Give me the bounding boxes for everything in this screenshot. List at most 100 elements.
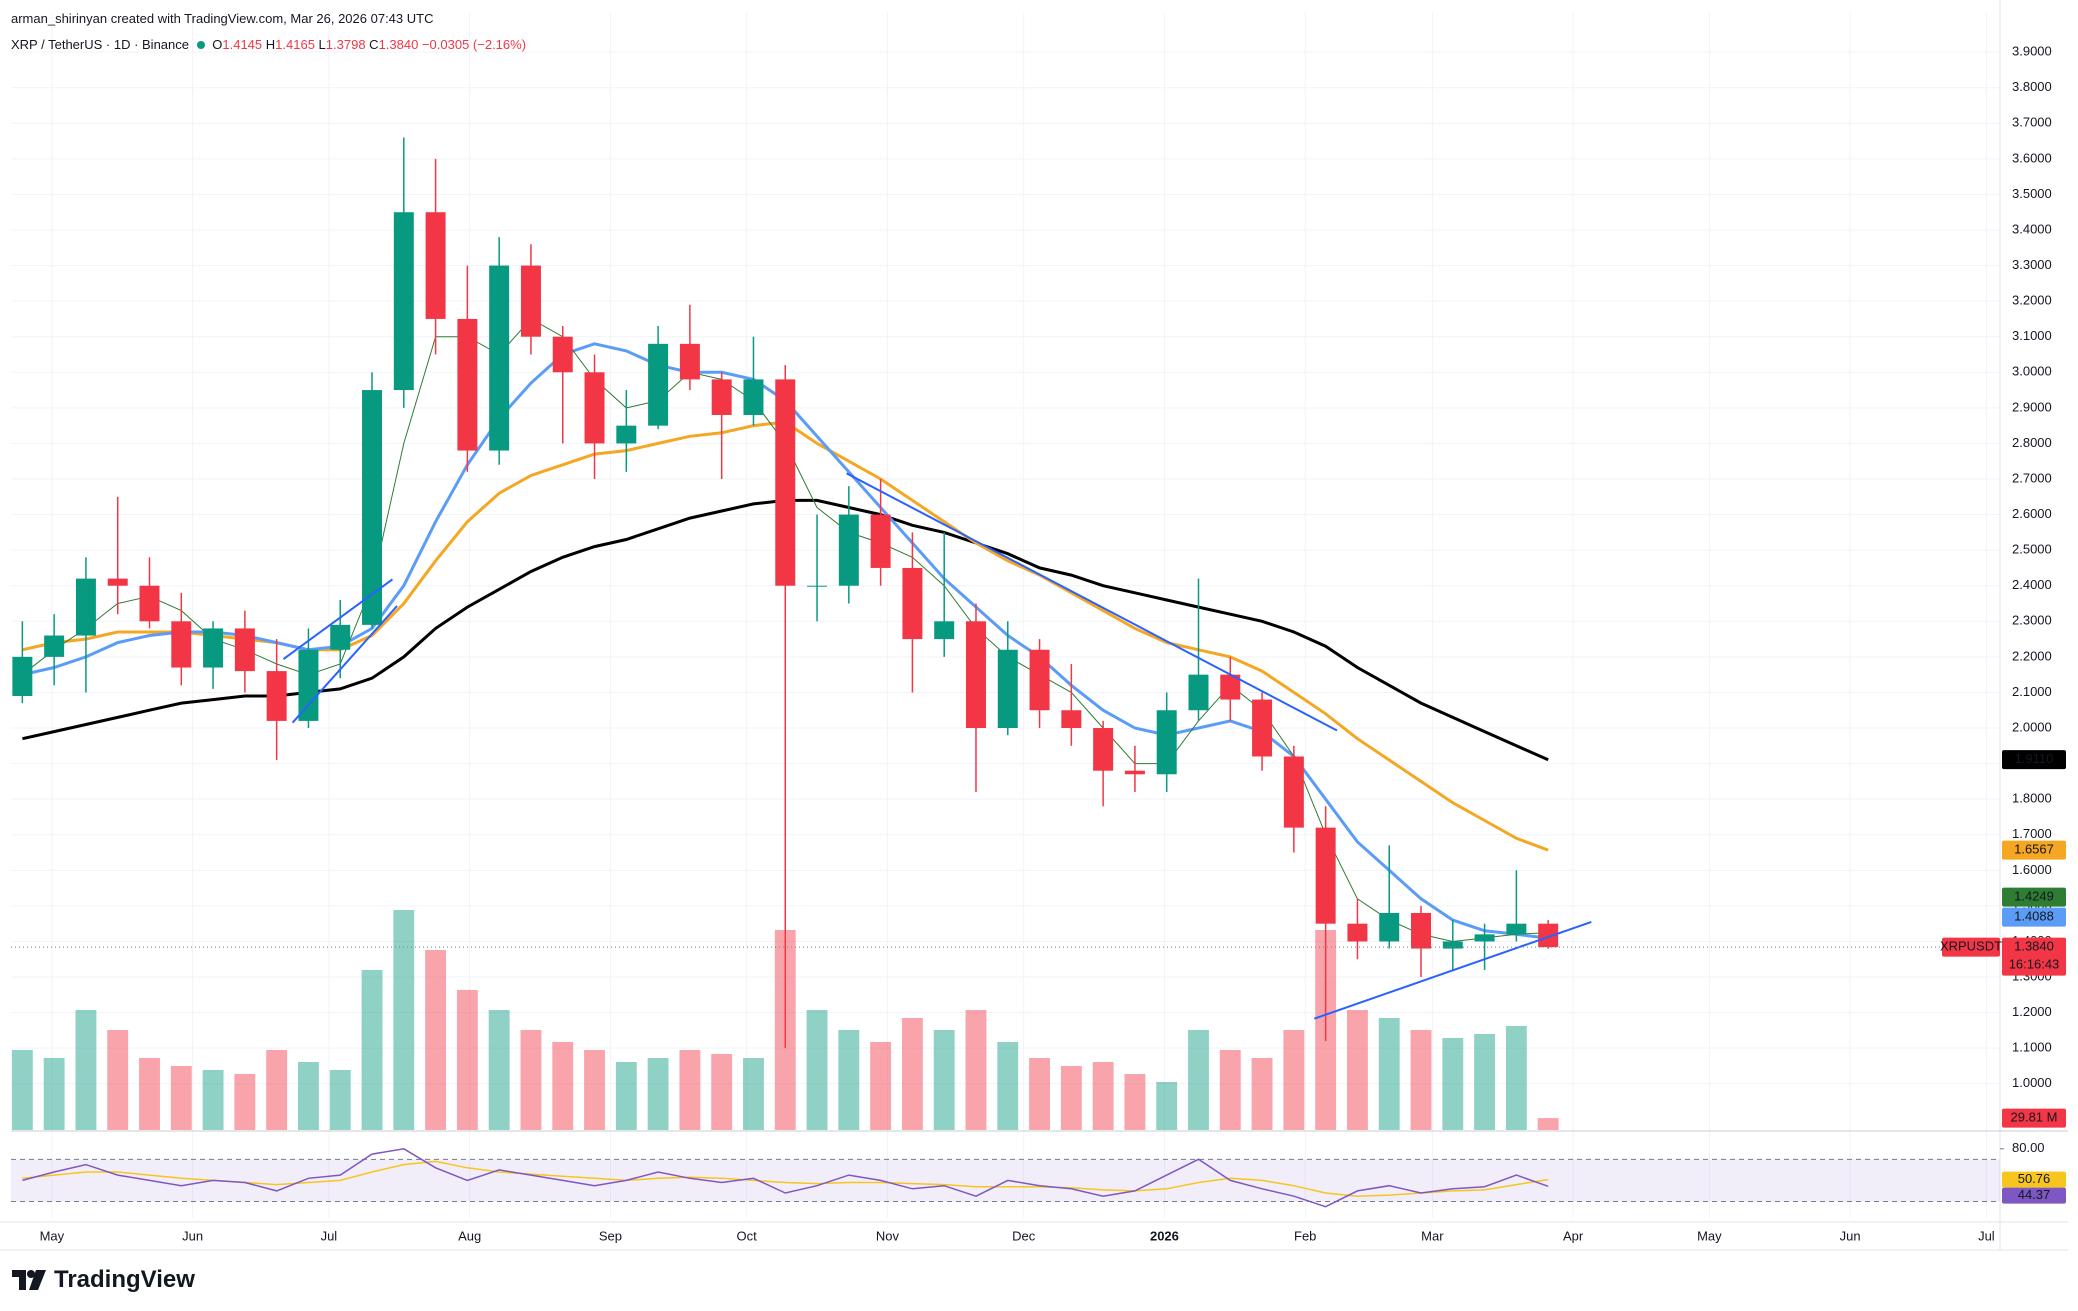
trend-line xyxy=(846,472,1338,732)
y-tick-label: 2.9000 xyxy=(2012,399,2052,414)
y-tick-label: 3.2000 xyxy=(2012,293,2052,308)
x-tick-label: Mar xyxy=(1421,1228,1444,1243)
volume-bar xyxy=(1092,1062,1114,1130)
volume-bar xyxy=(933,1030,955,1130)
candle-body xyxy=(298,649,319,721)
volume-bar xyxy=(584,1050,605,1130)
y-tick-label: 3.7000 xyxy=(2012,115,2052,130)
volume-bar xyxy=(711,1054,733,1130)
candle-body xyxy=(457,318,478,451)
candle-body xyxy=(520,265,541,337)
volume-bar xyxy=(43,1058,65,1130)
candle-body xyxy=(1061,710,1082,729)
volume-bar xyxy=(965,1010,987,1130)
y-tick-label: 2.2000 xyxy=(2012,648,2052,663)
candle-body xyxy=(902,567,923,640)
countdown: 16:16:43 xyxy=(2009,957,2060,972)
volume-bar xyxy=(1029,1058,1051,1130)
candle-body xyxy=(1156,710,1177,775)
price-label-box xyxy=(2002,750,2066,770)
candle-body xyxy=(1252,699,1273,757)
volume-bar xyxy=(997,1042,1019,1130)
volume-bar xyxy=(1537,1118,1559,1130)
y-tick-label: 2.4000 xyxy=(2012,577,2052,592)
y-tick-label: 3.0000 xyxy=(2012,364,2052,379)
volume-bar xyxy=(297,1062,319,1130)
status-dot xyxy=(196,41,205,49)
candle-body xyxy=(1220,674,1241,700)
x-tick-label: May xyxy=(40,1228,65,1243)
x-tick-label: Jun xyxy=(1840,1228,1861,1243)
candle-body xyxy=(44,635,65,657)
candle-body xyxy=(12,656,33,697)
volume-bar xyxy=(1156,1082,1178,1130)
x-tick-label: 2026 xyxy=(1150,1228,1179,1243)
volume-bar xyxy=(1251,1058,1273,1130)
candle-body xyxy=(1538,923,1559,948)
ohlc-l: 1.3798 xyxy=(325,37,366,52)
volume-bar xyxy=(202,1070,224,1130)
candle-body xyxy=(75,578,96,636)
brand[interactable]: TradingView xyxy=(12,1266,195,1294)
volume-bar xyxy=(743,1058,764,1130)
volume-bar xyxy=(615,1062,637,1130)
ohlc-o-key: O xyxy=(212,37,223,52)
volume-bar xyxy=(425,950,447,1130)
candle-body xyxy=(552,336,573,373)
ohlc-l-key: L xyxy=(318,37,326,52)
candle-body xyxy=(775,379,796,586)
candle-body xyxy=(362,390,383,625)
y-tick-label: 3.1000 xyxy=(2012,328,2052,343)
symbol-box xyxy=(1942,937,2000,957)
candle-body xyxy=(584,372,605,444)
ohlc-h: 1.4165 xyxy=(275,37,315,52)
volume-bar xyxy=(647,1058,669,1130)
volume-bar xyxy=(75,1010,97,1130)
candle-body xyxy=(997,649,1018,729)
ohlc-h-key: H xyxy=(265,37,276,52)
candle-body xyxy=(1029,649,1050,711)
header: arman_shirinyan created with TradingView… xyxy=(11,6,526,58)
y-tick-label: 3.8000 xyxy=(2012,79,2052,94)
volume-bar xyxy=(234,1074,256,1130)
volume-label-box xyxy=(2002,1108,2066,1128)
y-tick-label: 3.6000 xyxy=(2012,150,2052,165)
trend-line xyxy=(1313,920,1592,1020)
change: −0.0305 (−2.16%) xyxy=(421,37,527,52)
volume-bar xyxy=(456,990,478,1130)
trend-line xyxy=(291,605,398,724)
candle-body xyxy=(679,343,700,380)
volume-bar xyxy=(139,1058,160,1130)
x-tick-label: Jul xyxy=(1978,1228,1995,1243)
price-label-box xyxy=(2002,907,2066,927)
y-tick-label: 2.3000 xyxy=(2012,613,2052,628)
x-tick-label: Feb xyxy=(1294,1228,1316,1243)
brand-logo xyxy=(12,1270,46,1290)
candle-body xyxy=(838,514,859,586)
y-tick-label: 3.5000 xyxy=(2012,186,2052,201)
symbol-label: XRPUSDT xyxy=(1940,939,2002,954)
volume-bar xyxy=(329,1070,351,1130)
price-label: 1.4249 xyxy=(2014,889,2054,904)
candle-body xyxy=(1283,756,1304,828)
candle-body xyxy=(489,265,510,451)
y-tick-label: 3.9000 xyxy=(2012,44,2052,59)
price-label: 1.9110 xyxy=(2015,751,2054,766)
volume-bar xyxy=(361,970,383,1130)
candle-body xyxy=(139,585,160,622)
volume-bar xyxy=(266,1050,288,1130)
candle-body xyxy=(934,621,955,640)
y-tick-label: 2.7000 xyxy=(2012,470,2052,485)
candle-body xyxy=(107,578,128,586)
volume-bar xyxy=(1410,1030,1432,1130)
volume-bar xyxy=(1060,1066,1082,1130)
candle-body xyxy=(425,212,446,319)
x-tick-label: Jun xyxy=(182,1228,203,1243)
volume-bar xyxy=(1219,1050,1241,1130)
rsi-label: 50.76 xyxy=(2018,1171,2051,1186)
candle-body xyxy=(1188,674,1209,711)
candle-body xyxy=(870,514,891,568)
x-tick-label: Sep xyxy=(599,1228,622,1243)
volume-bar xyxy=(679,1050,701,1130)
